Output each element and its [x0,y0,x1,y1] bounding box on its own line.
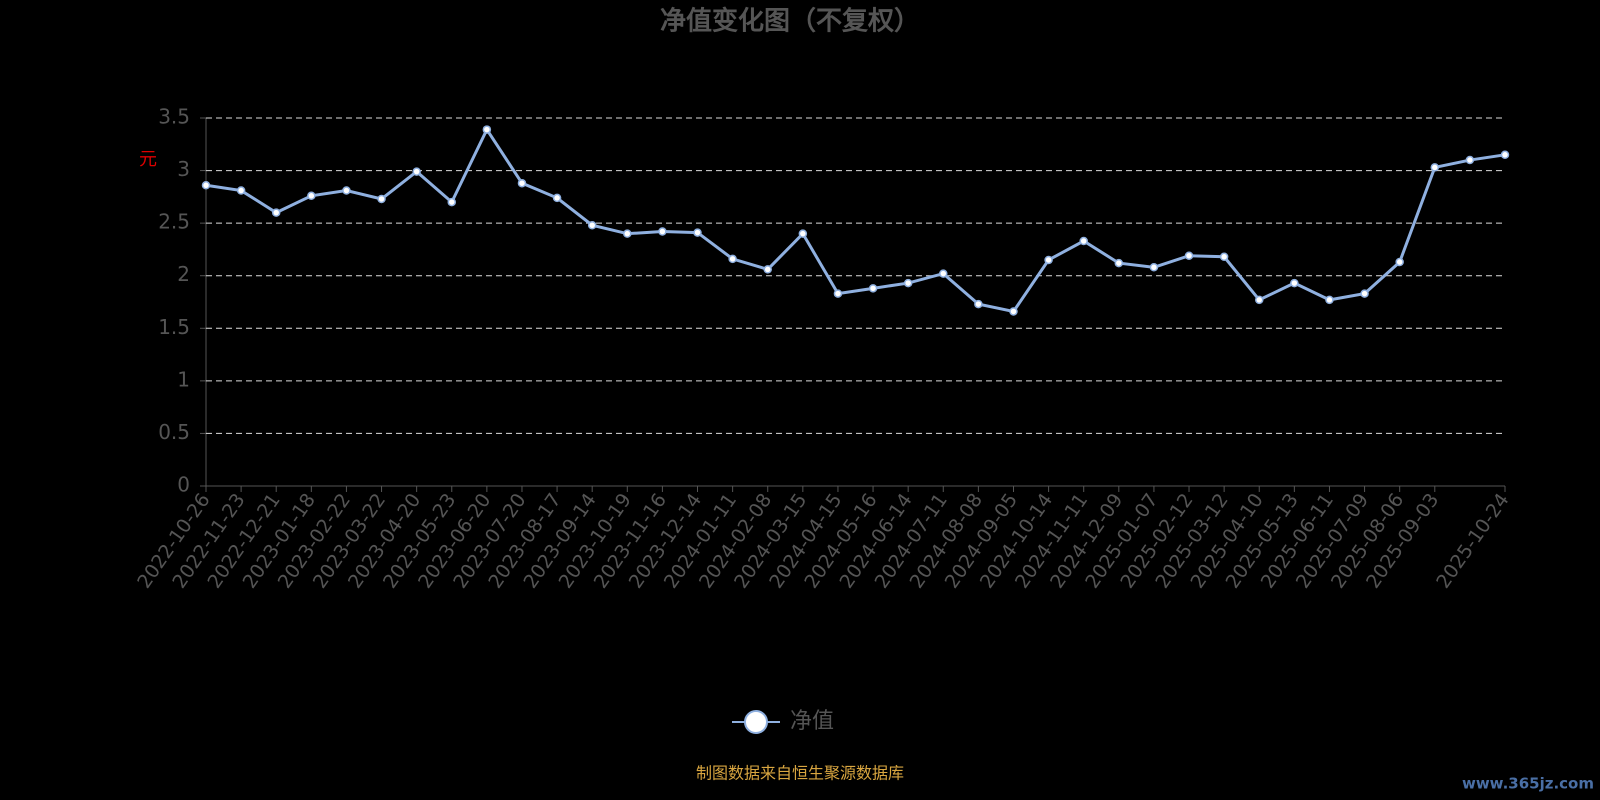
point [763,265,772,274]
point [1114,258,1124,268]
y-axis-label: 元 [139,149,157,170]
y-tick-label: 0.5 [158,420,190,444]
point [623,229,632,238]
point [798,229,808,238]
point [307,191,316,201]
point [271,208,281,217]
point [833,289,843,298]
point [342,186,351,195]
point [1079,236,1088,246]
point [552,193,562,203]
y-tick-label: 1.5 [158,315,190,339]
point [1184,251,1194,260]
point [728,254,737,264]
point [1360,289,1369,298]
point [412,167,421,176]
point [658,227,667,236]
chart-title: 净值变化图（不复权） [660,6,920,37]
point [1430,163,1440,172]
y-tick-label: 3.5 [158,105,190,129]
point [482,125,492,134]
point [939,269,948,278]
source-note: 制图数据来自恒生聚源数据库 [696,764,904,783]
point [1465,155,1475,165]
point [1254,295,1264,305]
point [903,278,913,288]
point [1500,150,1510,160]
point [1219,252,1229,262]
y-tick-label: 3 [177,157,190,181]
point [1290,278,1299,288]
watermark: www.365jz.com [1462,775,1594,793]
point [587,220,597,230]
point [201,181,211,190]
point [1325,295,1334,305]
point [1395,257,1404,267]
y-tick-label: 0 [177,473,190,497]
point [1009,307,1018,316]
point [974,299,983,309]
point [377,194,386,204]
y-tick-label: 2.5 [158,210,190,234]
y-tick-label: 2 [177,262,190,286]
point [517,178,527,188]
y-tick-label: 1 [177,367,190,391]
point [447,197,457,207]
point [1149,263,1159,272]
point [1044,255,1053,265]
point [868,284,878,293]
legend-label: 净值 [790,709,834,734]
point [236,186,246,195]
x-tick-label: 2025-10-24 [1432,489,1513,592]
legend-marker [744,710,768,734]
point [693,228,702,237]
series-line [205,126,1506,314]
